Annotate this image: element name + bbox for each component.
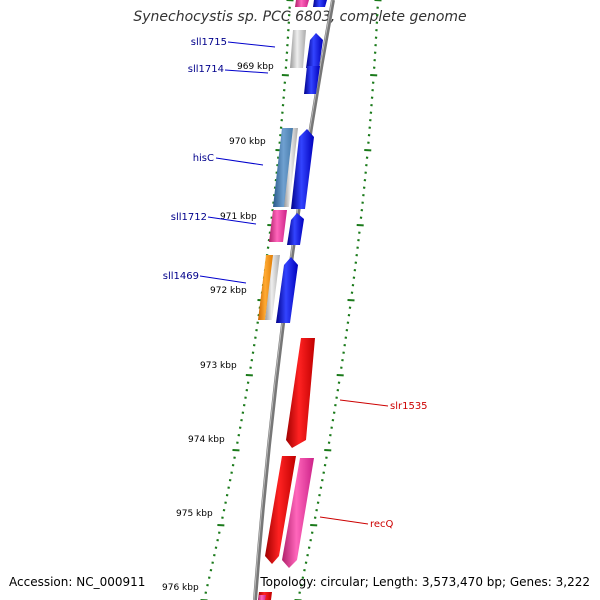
tick-label: 969 kbp xyxy=(237,62,274,72)
gene-feature-sll1714 xyxy=(304,66,320,94)
gene-feature-sll1712 xyxy=(287,213,304,245)
tick-label: 973 kbp xyxy=(200,361,237,371)
gene-feature-red-2 xyxy=(265,456,296,564)
gene-feature-orange xyxy=(258,255,274,320)
genome-title: Synechocystis sp. PCC 6803, complete gen… xyxy=(133,9,467,25)
gene-labels: sll1715 sll1714 hisC sll1712 sll1469 slr… xyxy=(163,37,428,530)
gene-feature-sll1715 xyxy=(306,33,323,68)
tick-label: 976 kbp xyxy=(162,583,199,593)
gene-feature-sll1469 xyxy=(276,257,298,323)
tick-label: 974 kbp xyxy=(188,435,225,445)
gene-feature-pink-2 xyxy=(269,210,287,242)
gene-feature-grey-2 xyxy=(284,128,298,207)
gene-feature-recQ xyxy=(282,458,314,568)
gene-label-sll1714: sll1714 xyxy=(188,64,224,75)
gene-features xyxy=(258,0,327,600)
tick-label: 975 kbp xyxy=(176,509,213,519)
gene-label-leaders xyxy=(199,41,389,525)
gene-label-sll1715: sll1715 xyxy=(191,37,227,48)
tick-label: 970 kbp xyxy=(229,137,266,147)
gene-label-sll1469: sll1469 xyxy=(163,271,199,282)
tick-label: 972 kbp xyxy=(210,286,247,296)
gene-label-hisC: hisC xyxy=(193,153,214,164)
tick-labels: 969 kbp 970 kbp 971 kbp 972 kbp 973 kbp … xyxy=(162,62,274,593)
genome-summary: Topology: circular; Length: 3,573,470 bp… xyxy=(260,575,590,589)
gene-feature-pink-top xyxy=(295,0,309,7)
gene-label-sll1712: sll1712 xyxy=(171,212,207,223)
gene-feature-grey-3 xyxy=(265,255,280,320)
gene-feature-pink-bottom xyxy=(258,595,266,600)
gene-feature-blue-top xyxy=(313,0,327,7)
gene-feature-steel xyxy=(273,128,296,207)
gene-label-slr1535: slr1535 xyxy=(390,401,428,412)
gene-feature-grey-1 xyxy=(290,30,306,68)
tick-label: 971 kbp xyxy=(220,212,257,222)
accession-label: Accession: NC_000911 xyxy=(9,575,146,589)
gene-label-recQ: recQ xyxy=(370,519,394,530)
gene-feature-hisC xyxy=(291,129,314,209)
gene-feature-slr1535 xyxy=(286,338,315,448)
outer-ruler xyxy=(294,0,382,600)
